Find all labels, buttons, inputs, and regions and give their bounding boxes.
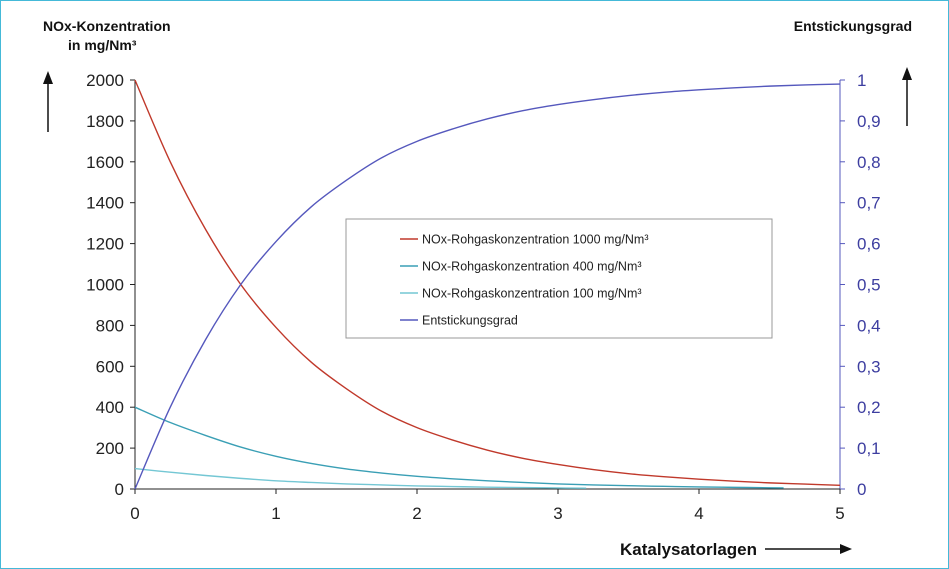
x-tick-label: 3 — [553, 504, 562, 523]
right-tick-label: 0 — [857, 480, 866, 499]
series-line-3 — [134, 467, 587, 489]
right-tick-label: 0,8 — [857, 153, 881, 172]
x-tick-label: 5 — [835, 504, 844, 523]
left-tick-label: 600 — [96, 357, 124, 376]
x-tick-label: 4 — [694, 504, 703, 523]
x-right-arrow — [765, 544, 852, 554]
right-tick-label: 0,7 — [857, 194, 881, 213]
left-ticks: 0 200 400 600 800 1000 1200 1400 1600 1800 2000 — [86, 71, 135, 499]
legend-label: NOx-Rohgaskonzentration 100 mg/Nm³ — [422, 287, 642, 301]
x-axis-title: Katalysatorlagen — [620, 540, 757, 559]
left-tick-label: 0 — [115, 480, 124, 499]
x-tick-label: 2 — [412, 504, 421, 523]
x-tick-label: 0 — [130, 504, 139, 523]
right-up-arrow — [902, 67, 912, 126]
legend-label: NOx-Rohgaskonzentration 400 mg/Nm³ — [422, 260, 642, 274]
right-tick-label: 0,9 — [857, 112, 881, 131]
right-tick-label: 0,4 — [857, 316, 881, 335]
left-axis-title-line-1: NOx-Konzentration — [43, 18, 171, 34]
left-tick-label: 1000 — [86, 276, 124, 295]
x-ticks: 0 1 2 3 4 5 — [130, 489, 845, 523]
legend: NOx-Rohgaskonzentration 1000 mg/Nm³ NOx-R… — [345, 218, 773, 339]
left-tick-label: 800 — [96, 316, 124, 335]
left-tick-label: 1800 — [86, 112, 124, 131]
right-tick-label: 0,1 — [857, 439, 881, 458]
left-tick-label: 2000 — [86, 71, 124, 90]
legend-label: NOx-Rohgaskonzentration 1000 mg/Nm³ — [422, 233, 649, 247]
left-tick-label: 400 — [96, 398, 124, 417]
series-layer — [134, 79, 841, 490]
left-axis-title-line-2: in mg/Nm³ — [68, 37, 137, 53]
left-tick-label: 200 — [96, 439, 124, 458]
x-tick-label: 1 — [271, 504, 280, 523]
right-tick-label: 0,3 — [857, 357, 881, 376]
right-axis-title: Entstickungsgrad — [794, 18, 912, 34]
left-tick-label: 1600 — [86, 153, 124, 172]
series-line-4 — [134, 83, 841, 490]
right-tick-label: 0,6 — [857, 235, 881, 254]
left-tick-label: 1400 — [86, 194, 124, 213]
right-tick-label: 1 — [857, 71, 866, 90]
right-tick-label: 0,2 — [857, 398, 881, 417]
left-up-arrow — [43, 71, 53, 132]
right-ticks: 0 0,1 0,2 0,3 0,4 0,5 0,6 0,7 0,8 0,9 1 — [840, 71, 881, 499]
left-tick-label: 1200 — [86, 235, 124, 254]
legend-label: Entstickungsgrad — [422, 314, 518, 328]
right-tick-label: 0,5 — [857, 276, 881, 295]
series-line-2 — [134, 406, 784, 489]
